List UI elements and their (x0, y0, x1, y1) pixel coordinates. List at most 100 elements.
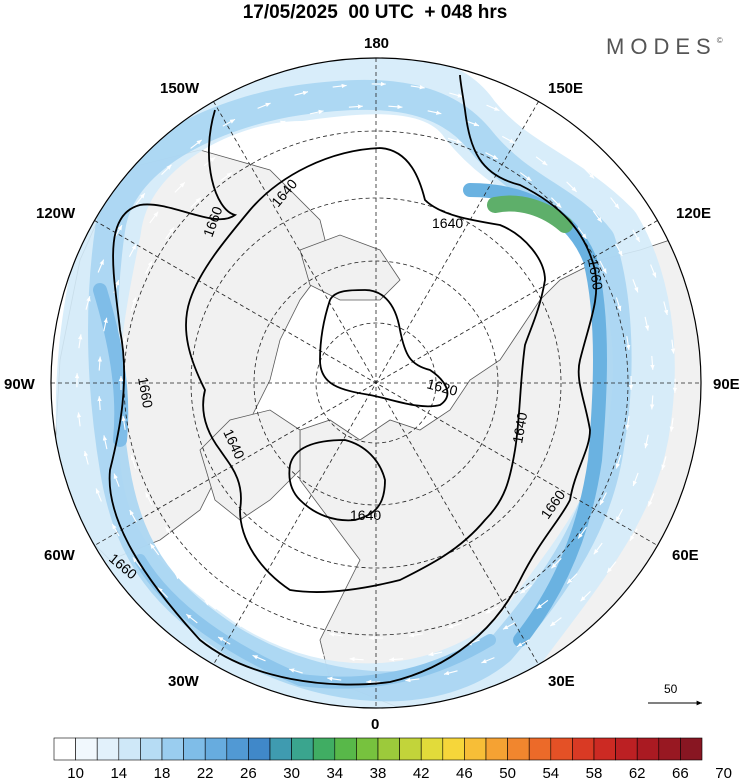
wind-vector (290, 137, 305, 144)
wind-vector (161, 164, 172, 175)
wind-vector (145, 492, 153, 506)
wind-vector (220, 584, 233, 594)
height-contours (108, 74, 598, 686)
jet-max-green (487, 195, 573, 233)
colorbar-swatch (420, 737, 444, 761)
colorbar-tick-label: 58 (585, 765, 603, 782)
lon-label-120e: 120E (676, 205, 712, 222)
land-arctic-islands (299, 234, 401, 301)
contour-1640-low (288, 439, 386, 522)
wind-reference-value: 50 (664, 682, 678, 696)
colorbar-swatch (183, 737, 206, 761)
wind-vector (447, 622, 462, 629)
wind-vector (549, 617, 562, 627)
wind-vector (610, 197, 620, 210)
wind-vector (502, 622, 516, 630)
wind-vector (220, 172, 233, 182)
colorbar-swatch (53, 737, 76, 761)
land-greenland (199, 409, 301, 521)
wind-vector (502, 135, 515, 144)
wind-vector (669, 417, 674, 432)
wind-vector (632, 472, 639, 487)
wind-vector (290, 622, 305, 629)
lon-label-120w: 120W (36, 205, 76, 222)
wind-vector (661, 456, 667, 470)
colorbar-swatch (442, 737, 465, 761)
wind-vector (615, 297, 622, 312)
wind-vector (389, 657, 404, 662)
colorbar-swatch (269, 737, 292, 761)
colorbar-swatch (464, 737, 487, 761)
colorbar-tick-label: 34 (326, 765, 344, 782)
colorbar-swatch (377, 737, 400, 761)
contour-label-1660-e: 1660 (585, 258, 606, 292)
wind-vector (427, 110, 442, 115)
wind-vector (165, 526, 175, 539)
jet-band-inner (88, 79, 632, 702)
wind-vector (327, 676, 342, 681)
wind-vector (519, 584, 532, 594)
wind-vector (447, 137, 462, 144)
lon-label-60e: 60E (672, 547, 699, 564)
colorbar-swatch (399, 737, 422, 761)
wind-vector (465, 120, 480, 127)
wind-vector (121, 415, 126, 430)
wind-vector (519, 172, 532, 182)
contour-label-1660-w: 1660 (135, 376, 156, 410)
wind-vector (644, 434, 649, 449)
colorbar-tick-label: 62 (628, 765, 646, 782)
wind-vector (485, 152, 499, 160)
wind-vector (663, 301, 669, 316)
lon-label-30e: 30E (548, 673, 575, 690)
colorbar-tick-label: 30 (283, 765, 300, 782)
wind-vector (388, 104, 403, 110)
lon-label-0: 0 (371, 716, 380, 733)
wind-vector (130, 454, 137, 469)
wind-vector (577, 526, 587, 539)
wind-vector (632, 279, 639, 293)
modes-logo: MODES© (606, 34, 723, 60)
wind-vector (405, 677, 420, 683)
colorbar (53, 737, 703, 761)
wind-vector (566, 573, 578, 584)
copyright-mark: © (716, 36, 723, 45)
wind-vector (252, 654, 266, 662)
wind-vector (486, 104, 500, 112)
wind-vector (190, 558, 201, 569)
wind-vector (485, 606, 499, 614)
lon-label-150e: 150E (548, 80, 584, 97)
wind-vector (408, 633, 423, 638)
colorbar-swatch (356, 737, 379, 761)
wind-vector (443, 670, 458, 676)
wind-vector (521, 121, 535, 130)
wind-vector (551, 197, 562, 208)
lon-label-90e: 90E (713, 376, 740, 393)
wind-vector (272, 639, 287, 646)
colorbar-tick-label: 70 (715, 765, 732, 782)
wind-vector (615, 243, 623, 257)
wind-vector (272, 120, 286, 127)
colorbar-swatch (140, 737, 163, 761)
colorbar-swatch (615, 737, 638, 761)
wind-vector (554, 142, 567, 153)
wind-vector (165, 227, 175, 240)
colorbar-swatch (680, 737, 703, 761)
wind-vector (97, 259, 105, 273)
wind-vector (97, 356, 103, 371)
colorbar-swatch (75, 737, 98, 761)
wind-vector (76, 412, 82, 427)
wind-vector (130, 297, 137, 312)
colorbar-swatch (312, 737, 336, 761)
contour-1640 (185, 147, 546, 593)
wind-vector (428, 651, 443, 657)
wind-vector (632, 229, 641, 243)
wind-vector (535, 156, 548, 166)
colorbar-swatch (334, 737, 357, 761)
lon-label-150w: 150W (160, 80, 200, 97)
wind-vector (111, 523, 120, 537)
wind-vector (332, 83, 347, 89)
wind-vector (599, 260, 607, 274)
jet-core-west (93, 283, 129, 447)
wind-vector (145, 260, 153, 274)
